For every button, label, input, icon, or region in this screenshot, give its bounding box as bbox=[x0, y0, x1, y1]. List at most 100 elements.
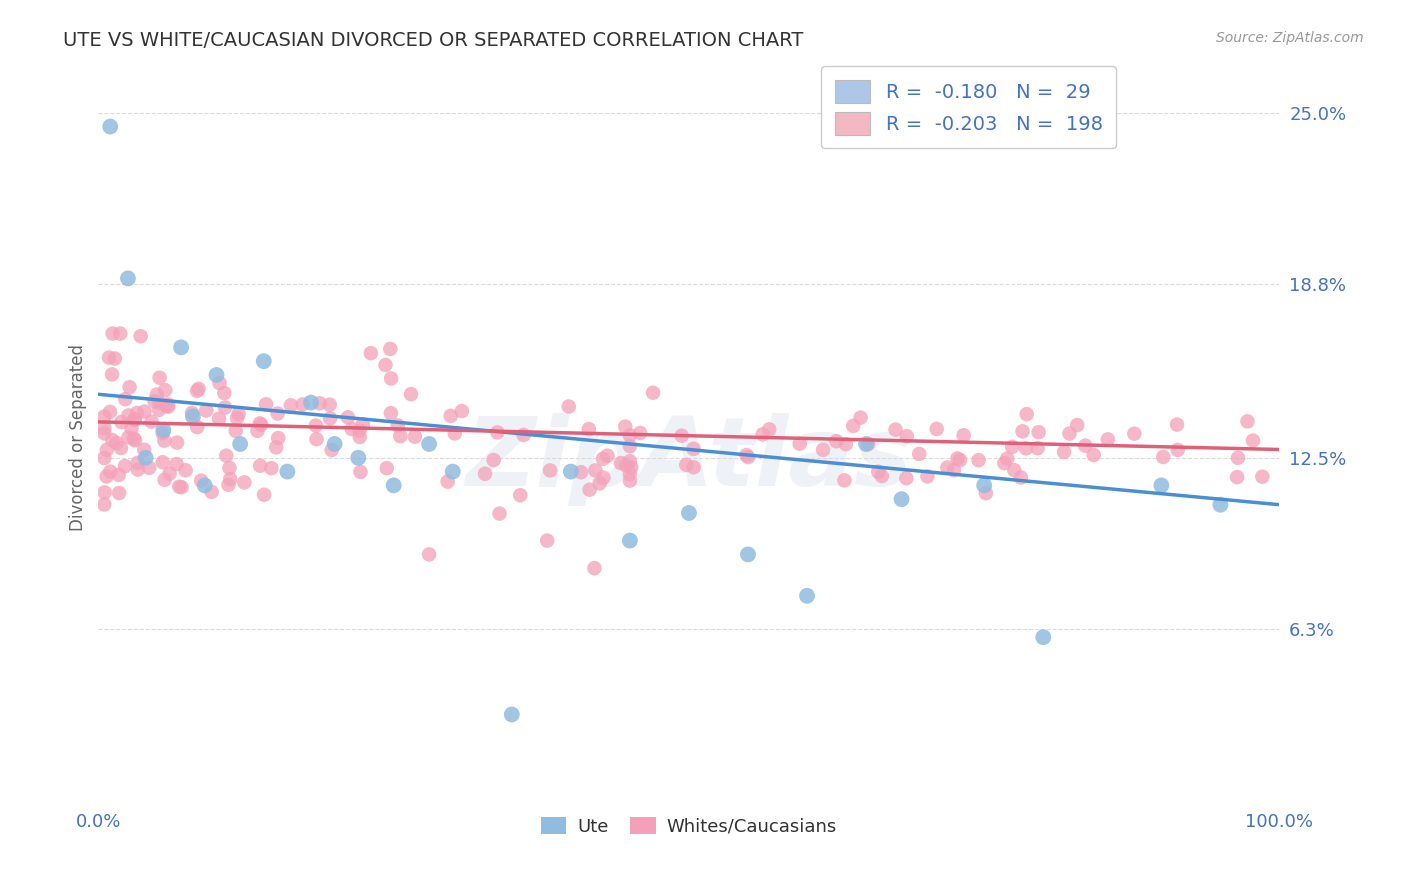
Point bbox=[218, 461, 240, 475]
Point bbox=[246, 424, 269, 438]
Point bbox=[682, 460, 704, 475]
Point bbox=[482, 453, 505, 467]
Point bbox=[170, 340, 193, 354]
Point bbox=[834, 474, 856, 488]
Point bbox=[1032, 630, 1054, 644]
Point bbox=[205, 368, 228, 382]
Point bbox=[110, 415, 132, 429]
Point bbox=[181, 406, 204, 420]
Point bbox=[194, 478, 217, 492]
Point bbox=[201, 484, 224, 499]
Point bbox=[616, 458, 638, 473]
Point bbox=[337, 410, 360, 425]
Point bbox=[134, 442, 156, 457]
Point bbox=[870, 469, 893, 483]
Point bbox=[347, 450, 370, 465]
Point bbox=[305, 418, 328, 433]
Point bbox=[93, 426, 115, 441]
Point bbox=[229, 437, 252, 451]
Point bbox=[114, 392, 136, 406]
Point bbox=[305, 432, 328, 446]
Point bbox=[208, 411, 231, 425]
Point bbox=[1002, 463, 1025, 477]
Point bbox=[217, 478, 239, 492]
Point bbox=[1166, 417, 1188, 432]
Point bbox=[1074, 439, 1097, 453]
Point bbox=[186, 420, 208, 434]
Point bbox=[856, 437, 879, 451]
Point bbox=[619, 428, 641, 442]
Point bbox=[149, 370, 172, 384]
Point bbox=[152, 423, 174, 437]
Point bbox=[1123, 426, 1146, 441]
Point bbox=[380, 406, 402, 420]
Point bbox=[1066, 418, 1088, 433]
Point bbox=[104, 351, 127, 366]
Point bbox=[842, 418, 865, 433]
Point bbox=[1015, 407, 1038, 421]
Point bbox=[789, 436, 811, 450]
Point bbox=[619, 439, 641, 453]
Point bbox=[450, 404, 472, 418]
Point bbox=[592, 470, 614, 484]
Point bbox=[1226, 450, 1249, 465]
Point bbox=[512, 428, 534, 442]
Point bbox=[1236, 414, 1258, 428]
Point bbox=[349, 430, 371, 444]
Point bbox=[1251, 469, 1274, 483]
Point bbox=[382, 478, 405, 492]
Point bbox=[254, 397, 277, 411]
Point bbox=[1097, 433, 1119, 447]
Point bbox=[299, 395, 322, 409]
Text: UTE VS WHITE/CAUCASIAN DIVORCED OR SEPARATED CORRELATION CHART: UTE VS WHITE/CAUCASIAN DIVORCED OR SEPAR… bbox=[63, 31, 804, 50]
Point bbox=[1028, 425, 1050, 440]
Point bbox=[973, 478, 995, 492]
Point bbox=[678, 506, 700, 520]
Point bbox=[835, 437, 858, 451]
Point bbox=[250, 417, 273, 432]
Point bbox=[114, 458, 136, 473]
Point bbox=[1209, 498, 1232, 512]
Point bbox=[138, 460, 160, 475]
Point bbox=[1010, 470, 1032, 484]
Point bbox=[917, 469, 939, 483]
Point bbox=[93, 498, 115, 512]
Point bbox=[141, 415, 163, 429]
Point bbox=[93, 409, 115, 424]
Point bbox=[170, 480, 193, 494]
Point bbox=[375, 461, 398, 475]
Point bbox=[488, 507, 510, 521]
Legend: Ute, Whites/Caucasians: Ute, Whites/Caucasians bbox=[531, 808, 846, 845]
Point bbox=[560, 465, 582, 479]
Point bbox=[443, 426, 465, 441]
Point bbox=[811, 442, 834, 457]
Point bbox=[628, 425, 651, 440]
Point bbox=[117, 409, 139, 423]
Point bbox=[101, 326, 124, 341]
Point bbox=[181, 409, 204, 424]
Point bbox=[253, 354, 276, 368]
Point bbox=[868, 465, 890, 479]
Point bbox=[737, 548, 759, 562]
Point bbox=[1001, 440, 1024, 454]
Point bbox=[610, 456, 633, 470]
Point bbox=[536, 533, 558, 548]
Point bbox=[118, 380, 141, 394]
Point bbox=[360, 346, 382, 360]
Point bbox=[167, 480, 190, 494]
Point bbox=[1059, 426, 1081, 441]
Point bbox=[620, 460, 643, 475]
Point bbox=[98, 351, 121, 365]
Point bbox=[129, 329, 152, 343]
Point bbox=[107, 467, 129, 482]
Point bbox=[108, 486, 131, 500]
Point bbox=[93, 421, 115, 435]
Point bbox=[264, 441, 287, 455]
Point bbox=[387, 418, 409, 433]
Point bbox=[98, 405, 121, 419]
Point bbox=[1167, 442, 1189, 457]
Point bbox=[215, 449, 238, 463]
Point bbox=[159, 467, 181, 481]
Point bbox=[399, 387, 422, 401]
Point bbox=[501, 707, 523, 722]
